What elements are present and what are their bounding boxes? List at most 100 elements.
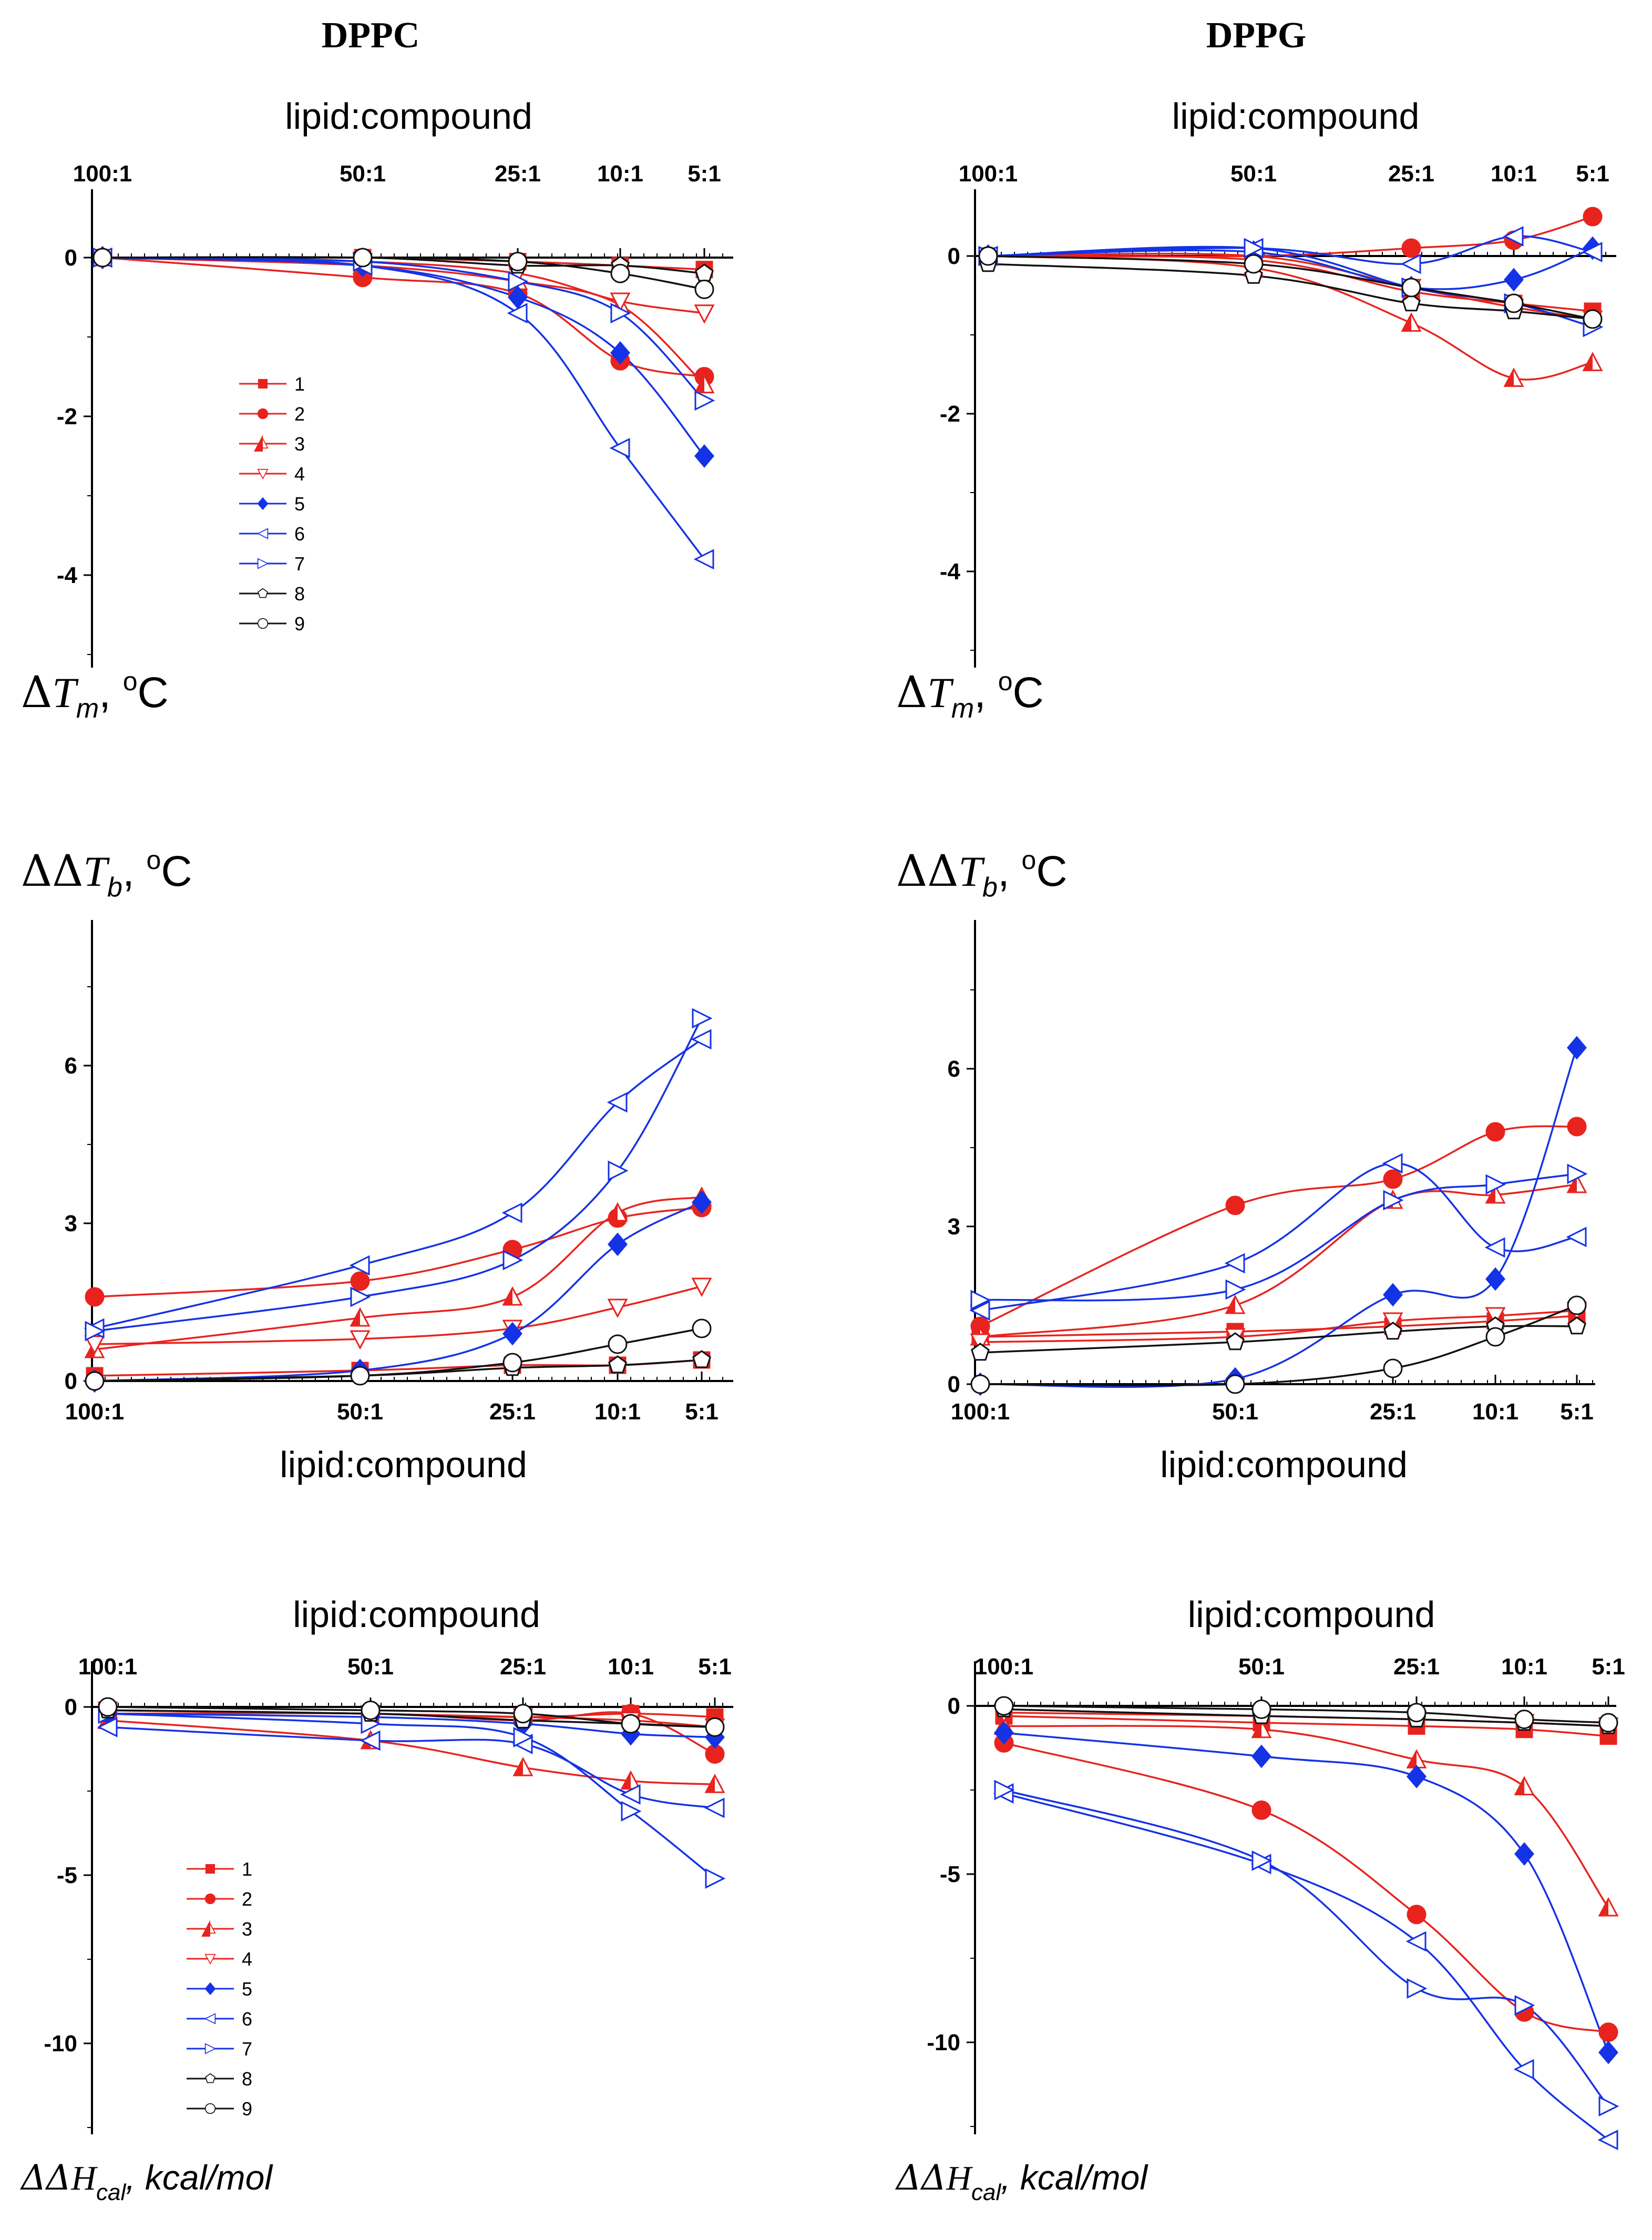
legend-label-3: 3 xyxy=(294,433,305,455)
x-tick-label: 25:1 xyxy=(489,1399,536,1425)
data-point-series-7 xyxy=(608,1160,629,1181)
y-tick-label: 0 xyxy=(948,1372,960,1397)
data-point-series-9 xyxy=(502,1353,522,1373)
panel-dppg-tm: lipid:compound 100:1 50:1 25:1 10:1 5:1 0 -2 -4 Δ… xyxy=(896,96,1616,724)
y-axis-title-unit: , xyxy=(998,847,1022,895)
data-point-series-9 xyxy=(1567,1295,1587,1315)
y-tick-label: 0 xyxy=(948,243,960,269)
data-point-series-6 xyxy=(620,1784,641,1805)
panel-dppc-tm: lipid:compound 100:1 50:1 25:1 10:1 5:1 0 -2 -4 Δ… xyxy=(21,96,733,724)
data-point-series-6 xyxy=(691,1029,712,1050)
series-line-5 xyxy=(94,1201,702,1382)
legend-label-3: 3 xyxy=(242,1918,252,1940)
data-point-series-5 xyxy=(1567,1036,1587,1060)
series-line-7 xyxy=(107,1713,716,1879)
legend-label-5: 5 xyxy=(242,1978,252,2000)
x-tick-label: 5:1 xyxy=(698,1654,732,1680)
legend: 1 2 3 4 5 6 7 8 9 xyxy=(187,1858,252,2120)
legend-marker-3-half xyxy=(201,1920,210,1937)
data-point-series-9 xyxy=(350,1366,370,1386)
x-tick-label: 5:1 xyxy=(688,161,721,187)
data-point-series-3-half xyxy=(1515,1777,1524,1795)
data-point-series-9 xyxy=(1383,1358,1403,1378)
data-point-series-5 xyxy=(1504,268,1524,292)
data-point-series-6 xyxy=(1382,1153,1403,1174)
data-point-series-5 xyxy=(610,341,630,365)
legend-label-5: 5 xyxy=(294,493,305,515)
x-tick-label: 25:1 xyxy=(1393,1654,1440,1680)
y-axis-title-sup: o xyxy=(1022,845,1037,875)
x-tick-label: 10:1 xyxy=(1491,161,1537,187)
x-tick-label: 50:1 xyxy=(340,161,386,187)
data-point-series-9 xyxy=(994,1696,1014,1716)
data-point-series-9 xyxy=(621,1714,641,1734)
series-line-6 xyxy=(1003,1792,1609,2141)
x-tick-label: 50:1 xyxy=(347,1654,394,1680)
y-axis-title-subscript: m xyxy=(76,693,99,724)
data-point-series-9 xyxy=(98,1697,118,1717)
data-point-series-2 xyxy=(1567,1117,1587,1137)
y-axis-title-symbol: H xyxy=(70,2159,98,2197)
data-point-series-4 xyxy=(1485,1307,1506,1327)
data-point-series-4 xyxy=(1382,1312,1403,1332)
data-point-series-7 xyxy=(1514,1995,1535,2016)
y-tick-label: -2 xyxy=(57,404,77,429)
series-line-7 xyxy=(94,1018,703,1332)
data-point-series-5 xyxy=(994,1721,1014,1745)
data-point-series-7 xyxy=(1383,1190,1404,1211)
data-point-series-6 xyxy=(501,1202,522,1223)
y-tick-label: 0 xyxy=(65,245,77,271)
y-tick-label: 0 xyxy=(948,1693,960,1719)
y-axis-title-delta: ΔΔ xyxy=(895,2157,946,2198)
y-tick-label: -5 xyxy=(940,1861,960,1887)
series-line-7 xyxy=(102,257,705,402)
data-point-series-5 xyxy=(502,1322,522,1346)
data-point-series-7 xyxy=(994,1779,1015,1801)
data-point-series-3-half xyxy=(504,1288,512,1305)
legend-label-4: 4 xyxy=(294,463,305,485)
y-axis-title-subscript: cal xyxy=(971,2180,1001,2205)
x-tick-label: 50:1 xyxy=(1230,161,1277,187)
data-point-series-6 xyxy=(969,1300,990,1321)
data-point-series-8 xyxy=(1567,1316,1586,1335)
data-point-series-7 xyxy=(1598,2096,1619,2117)
data-point-series-6 xyxy=(1582,242,1603,262)
data-point-series-6 xyxy=(349,1255,370,1276)
y-axis-title-delta: Δ xyxy=(896,668,927,718)
series-line-4 xyxy=(980,1310,1577,1343)
data-point-series-2 xyxy=(1225,1195,1245,1215)
x-tick-label: 10:1 xyxy=(597,161,643,187)
series-line-2 xyxy=(980,1125,1577,1327)
data-point-series-9 xyxy=(1401,278,1421,298)
series-line-8 xyxy=(980,1325,1577,1354)
data-point-series-7 xyxy=(1251,1850,1273,1871)
x-tick-label: 10:1 xyxy=(1501,1654,1547,1680)
data-point-series-5 xyxy=(1514,1842,1534,1866)
series-line-8 xyxy=(988,263,1593,320)
data-point-series-8 xyxy=(971,1343,990,1361)
series-line-3 xyxy=(102,257,705,385)
legend-label-2: 2 xyxy=(294,403,305,425)
data-point-series-2 xyxy=(1583,207,1603,227)
data-point-series-9 xyxy=(508,252,528,272)
data-point-series-2 xyxy=(1485,1122,1505,1142)
y-axis-title: ΔΔTb, oC xyxy=(896,845,1068,903)
legend-marker-8 xyxy=(205,2073,216,2083)
y-tick-label: 0 xyxy=(65,1694,77,1720)
y-tick-label: 0 xyxy=(65,1368,77,1394)
y-axis-title-unit2: C xyxy=(161,847,192,895)
data-point-series-5 xyxy=(1383,1283,1403,1307)
data-point-series-6 xyxy=(693,549,714,570)
data-point-series-2 xyxy=(1383,1169,1403,1189)
data-point-series-9 xyxy=(1598,1713,1618,1733)
series-line-7 xyxy=(988,246,1593,328)
legend-label-6: 6 xyxy=(294,523,305,545)
series-line-6 xyxy=(94,1038,703,1329)
data-point-series-7 xyxy=(1407,1978,1428,1999)
x-axis-title: lipid:compound xyxy=(1188,1594,1435,1635)
legend-label-6: 6 xyxy=(242,2008,252,2030)
y-axis-title-symbol: T xyxy=(927,669,954,717)
data-point-series-5 xyxy=(508,285,528,309)
data-point-series-6 xyxy=(1503,226,1524,247)
data-point-series-9 xyxy=(978,246,998,266)
